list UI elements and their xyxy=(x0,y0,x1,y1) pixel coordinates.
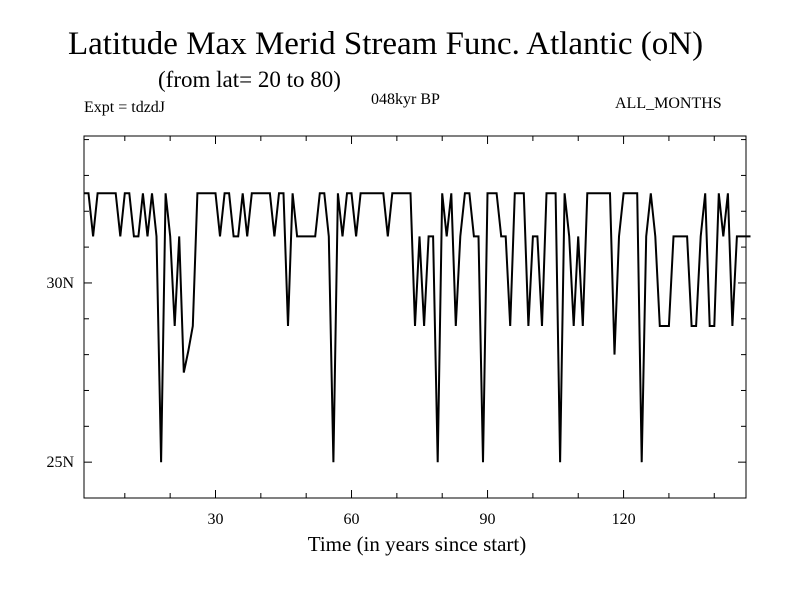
x-tick-label: 60 xyxy=(344,511,360,528)
months-label: ALL_MONTHS xyxy=(615,95,722,112)
plot-frame xyxy=(83,135,747,499)
x-tick-label: 30 xyxy=(207,511,223,528)
y-tick-label: 30N xyxy=(46,275,74,292)
period-label: 048kyr BP xyxy=(371,91,440,108)
experiment-label: Expt = tdzdJ xyxy=(84,99,166,116)
y-tick-label: 25N xyxy=(46,454,74,471)
chart-title: Latitude Max Merid Stream Func. Atlantic… xyxy=(68,26,704,62)
data-series-line xyxy=(84,192,751,463)
x-axis-label: Time (in years since start) xyxy=(308,532,527,556)
x-tick-label: 90 xyxy=(480,511,496,528)
x-tick-label: 120 xyxy=(612,511,636,528)
chart-subtitle: (from lat= 20 to 80) xyxy=(158,67,341,92)
